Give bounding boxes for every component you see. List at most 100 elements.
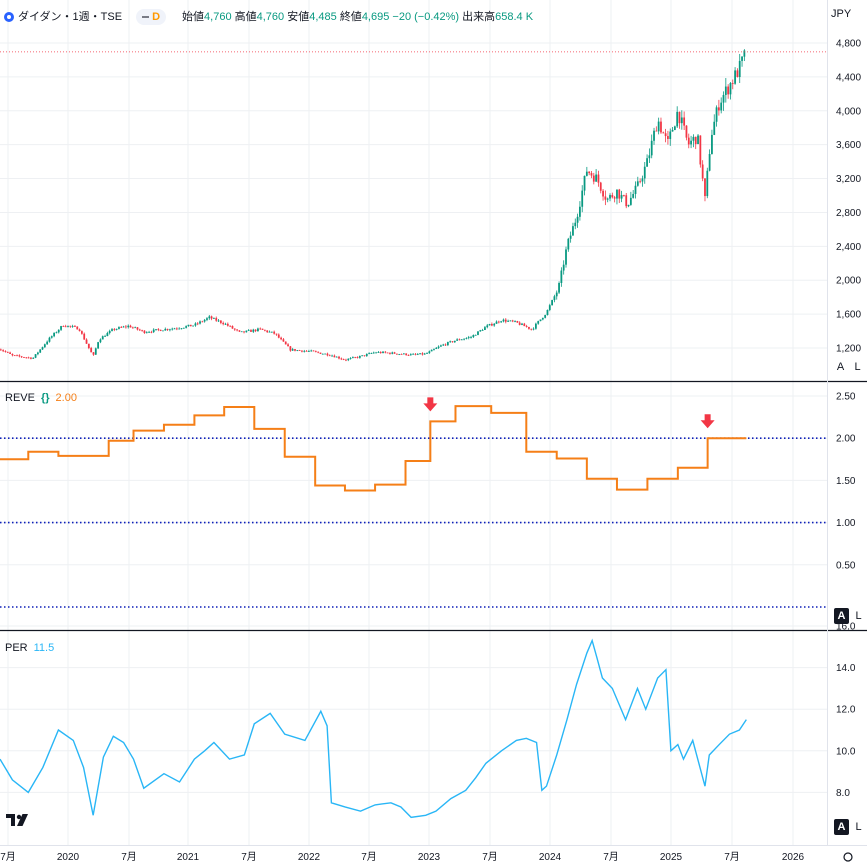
candle-body [444, 344, 447, 346]
price-log-button[interactable]: L [854, 361, 861, 373]
candle-body [231, 326, 234, 329]
candle-body [477, 331, 479, 335]
candle-body [685, 125, 688, 138]
reve-log-button[interactable]: L [855, 610, 862, 622]
candle-body [576, 216, 579, 223]
candle-body [736, 70, 739, 78]
candle-body [122, 326, 125, 328]
candle-body [301, 350, 303, 352]
candle-body [331, 355, 333, 357]
candle-body [724, 86, 727, 95]
candle-body [706, 170, 709, 197]
candle-body [178, 328, 181, 330]
candle-body [2, 350, 5, 352]
candle-body [305, 350, 308, 352]
candle-body [396, 353, 398, 355]
candle-body [36, 352, 39, 355]
price-auto-button[interactable]: A [836, 361, 845, 373]
per-name[interactable]: PER [5, 642, 28, 654]
candle-body [326, 353, 329, 356]
candle-body [562, 264, 565, 271]
candle-body [173, 328, 176, 330]
candle-body [567, 238, 570, 250]
candle-body [182, 327, 185, 329]
reve-tick-label: 2.50 [836, 392, 856, 403]
symbol-legend: ダイダン・1週・TSE D 始値4,760 高値4,760 安値4,485 終値… [4, 9, 533, 25]
candle-body [560, 270, 563, 284]
candle-body [690, 140, 692, 145]
candle-body [734, 70, 736, 84]
candle-body [407, 355, 410, 356]
candle-body [579, 206, 581, 217]
candle-body [669, 131, 672, 139]
candle-body [261, 328, 264, 330]
candle-body [623, 195, 625, 196]
price-tick-label: 2,000 [836, 276, 861, 287]
candle-body [338, 356, 340, 359]
candle-body [611, 195, 614, 198]
time-tick-label: 7月 [724, 851, 740, 863]
open-label: 始値 [182, 11, 205, 23]
per-legend: PER 11.5 [5, 641, 54, 655]
reve-name[interactable]: REVE [5, 392, 35, 404]
candle-body [641, 178, 644, 182]
candle-body [738, 60, 741, 78]
candle-body [525, 326, 528, 327]
candle-body [166, 328, 169, 330]
candle-body [440, 345, 442, 347]
candle-body [650, 140, 653, 156]
candle-body [460, 339, 463, 341]
candle-body [30, 357, 32, 359]
candle-body [727, 86, 730, 95]
candle-body [268, 331, 271, 333]
candle-body [92, 352, 95, 355]
candle-body [609, 195, 611, 199]
candle-body [643, 166, 646, 179]
candle-body [18, 355, 21, 357]
candle-body [43, 344, 46, 348]
interval-pill[interactable]: D [136, 9, 167, 25]
candle-body [238, 330, 241, 332]
low-value: 4,485 [309, 11, 337, 23]
candle-body [569, 235, 572, 239]
candle-body [731, 83, 734, 84]
tradingview-logo-icon[interactable] [6, 812, 32, 828]
candle-body [514, 321, 516, 322]
candle-body [488, 324, 491, 326]
price-tick-label: 3,600 [836, 140, 861, 151]
candle-body [252, 329, 255, 332]
candle-body [275, 333, 278, 335]
reve-auto-button[interactable]: A [834, 608, 849, 624]
source-code-icon[interactable]: {} [40, 392, 50, 404]
time-tick-label: 2022 [298, 852, 321, 863]
candle-body [111, 329, 113, 331]
candle-body [294, 349, 296, 351]
symbol-logo-icon [4, 12, 14, 22]
candle-body [402, 353, 405, 355]
candle-body [254, 329, 257, 332]
candle-body [113, 329, 116, 330]
candle-body [511, 320, 514, 322]
candle-body [613, 197, 616, 199]
candle-body [530, 328, 533, 330]
candle-body [518, 322, 521, 325]
candle-body [467, 337, 470, 338]
candle-body [544, 315, 547, 318]
currency-label[interactable]: JPY [831, 8, 852, 20]
per-log-button[interactable]: L [855, 821, 862, 833]
candle-body [32, 357, 35, 359]
per-auto-button[interactable]: A [834, 819, 849, 835]
price-tick-label: 4,400 [836, 72, 861, 83]
symbol-title[interactable]: ダイダン・1週・TSE [18, 11, 123, 23]
candle-body [683, 117, 686, 126]
candle-body [159, 329, 162, 331]
candle-body [365, 354, 368, 356]
candle-body [720, 102, 723, 111]
candle-body [405, 353, 408, 356]
candle-body [528, 326, 530, 329]
candle-body [484, 327, 486, 331]
candle-body [356, 357, 359, 359]
candle-body [129, 325, 132, 328]
price-tick-label: 4,000 [836, 106, 861, 117]
